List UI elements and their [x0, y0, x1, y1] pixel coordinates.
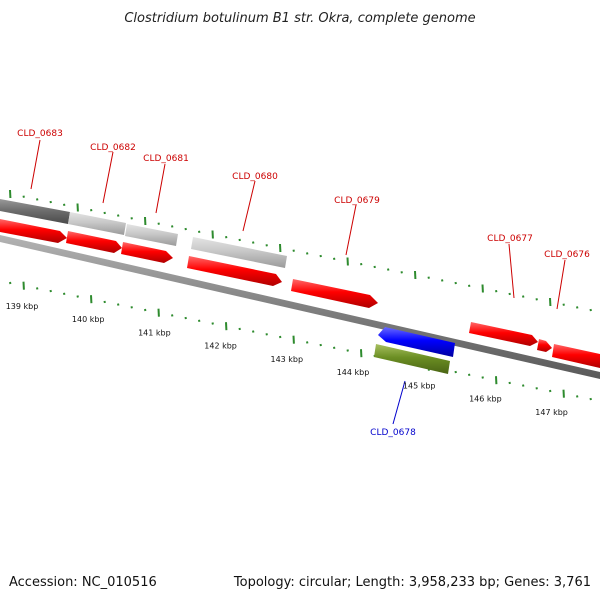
scale-tick-label: 143 kbp [270, 355, 303, 364]
scale-tick-label: 140 kbp [72, 315, 105, 324]
gray-feature-cld-0681[interactable] [125, 224, 178, 246]
accession-text: Accession: NC_010516 [9, 575, 157, 590]
scale-tick-label: 139 kbp [6, 302, 39, 311]
gene-arrow-cld-0676[interactable] [552, 344, 600, 368]
gray-feature-cld-0680[interactable] [191, 237, 287, 268]
gene-label[interactable]: CLD_0682 [90, 143, 136, 153]
gene-arrow-cld-0682[interactable] [66, 231, 122, 253]
gene-arrow-cld-0680[interactable] [187, 256, 282, 286]
scale-ticks [9, 281, 592, 401]
scale-tick-label: 144 kbp [337, 368, 370, 377]
gene-label[interactable]: CLD_0676 [544, 250, 590, 260]
gene-arrow-cld-0681[interactable] [121, 242, 173, 263]
gene-label[interactable]: CLD_0678 [370, 428, 416, 438]
scale-tick-label: 147 kbp [535, 408, 568, 417]
dark-feature[interactable] [0, 199, 70, 224]
scale-tick-labels: 139 kbp 140 kbp 141 kbp 142 kbp 143 kbp 144 k… [6, 302, 568, 417]
genome-summary-text: Topology: circular; Length: 3,958,233 bp… [233, 575, 591, 590]
feature-cld-0678[interactable] [374, 344, 450, 374]
scale-tick-label: 142 kbp [204, 342, 237, 351]
label-leaders [30, 139, 566, 425]
gene-label[interactable]: CLD_0679 [334, 196, 380, 206]
gene-arrow-cld-0679[interactable] [291, 279, 378, 308]
gene-arrow-cld-0683[interactable] [0, 219, 67, 243]
reverse-genes [374, 327, 455, 374]
gene-label[interactable]: CLD_0683 [17, 129, 63, 139]
feature-row-upper [0, 199, 287, 268]
gene-label[interactable]: CLD_0680 [232, 172, 278, 182]
gene-arrow-cld-0677[interactable] [469, 322, 538, 346]
map-title: Clostridium botulinum B1 str. Okra, comp… [124, 11, 475, 26]
scale-tick-label: 146 kbp [469, 395, 502, 404]
gray-feature-cld-0682[interactable] [68, 212, 126, 235]
gene-arrow-small[interactable] [537, 339, 552, 352]
forward-genes [0, 219, 600, 368]
gene-label[interactable]: CLD_0681 [143, 154, 189, 164]
outer-tick-row [9, 189, 592, 312]
scale-tick-label: 141 kbp [138, 328, 171, 337]
gene-labels: CLD_0683 CLD_0682 CLD_0681 CLD_0680 CLD_… [17, 129, 590, 438]
gene-label[interactable]: CLD_0677 [487, 234, 533, 244]
scale-tick-label: 145 kbp [403, 381, 436, 390]
gene-arrow-cld-0678[interactable] [378, 327, 455, 357]
